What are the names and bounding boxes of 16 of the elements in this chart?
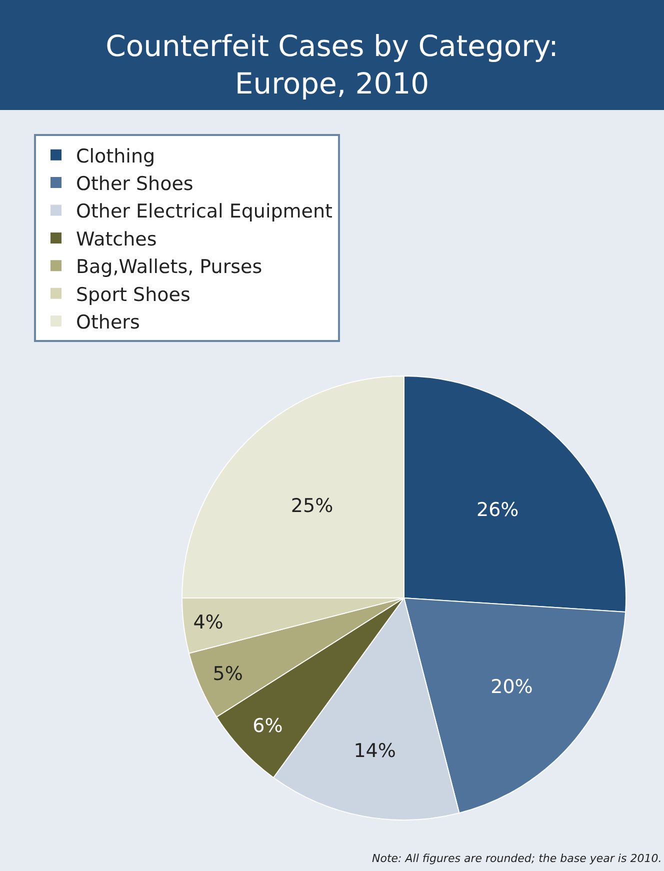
legend-label: Others xyxy=(76,311,140,334)
chart-title: Counterfeit Cases by Category: Europe, 2010 xyxy=(106,29,558,101)
legend-label: Watches xyxy=(76,228,157,250)
text: Note: All figures are rounded; the base year is 2010. xyxy=(372,852,662,865)
legend-label: Clothing xyxy=(76,145,156,168)
legend-label: Sport Shoes xyxy=(76,284,190,306)
legend-label: Other Shoes xyxy=(76,172,194,195)
legend-label: Other Electrical Equipment xyxy=(76,200,332,223)
data-label: 4% xyxy=(193,612,224,634)
data-label: 20% xyxy=(490,676,533,698)
data-label: 5% xyxy=(212,663,243,686)
legend-label: Bag,Wallets, Purses xyxy=(76,256,262,278)
data-label: 14% xyxy=(354,740,396,762)
data-label: 26% xyxy=(476,499,519,522)
data-label: 6% xyxy=(252,714,283,737)
data-label: 25% xyxy=(290,495,334,518)
